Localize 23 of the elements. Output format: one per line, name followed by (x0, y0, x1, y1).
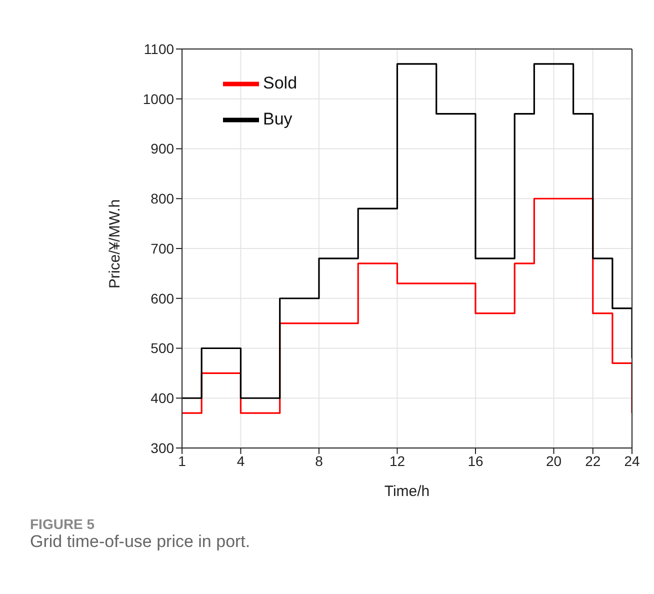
legend-label: Buy (263, 109, 292, 128)
y-tick-label: 600 (150, 290, 174, 306)
y-tick-label: 1100 (144, 40, 174, 57)
y-tick-label: 900 (150, 140, 174, 157)
x-tick-label: 12 (389, 452, 406, 469)
y-tick-label: 500 (150, 340, 174, 356)
text: Grid time-of-use price in port. (30, 532, 252, 552)
y-tick-label: 400 (150, 390, 174, 406)
y-axis-title: Price/¥/MW.h (106, 199, 124, 288)
x-tick-label: 4 (236, 452, 245, 469)
x-tick-label: 16 (468, 452, 484, 469)
x-tick-label: 1 (178, 452, 186, 469)
y-tick-label: 800 (150, 190, 174, 207)
y-tick-label: 300 (150, 440, 174, 456)
x-axis-title: Time/h (384, 483, 430, 500)
x-tick-label: 22 (585, 452, 601, 469)
legend-label: Sold (263, 73, 298, 92)
x-tick-label: 20 (546, 452, 562, 469)
text: FIGURE 5 (30, 516, 96, 532)
x-tick-label: 8 (315, 452, 324, 469)
y-tick-label: 1000 (142, 90, 174, 107)
y-tick-label: 700 (150, 240, 174, 256)
x-tick-label: 24 (624, 452, 640, 469)
